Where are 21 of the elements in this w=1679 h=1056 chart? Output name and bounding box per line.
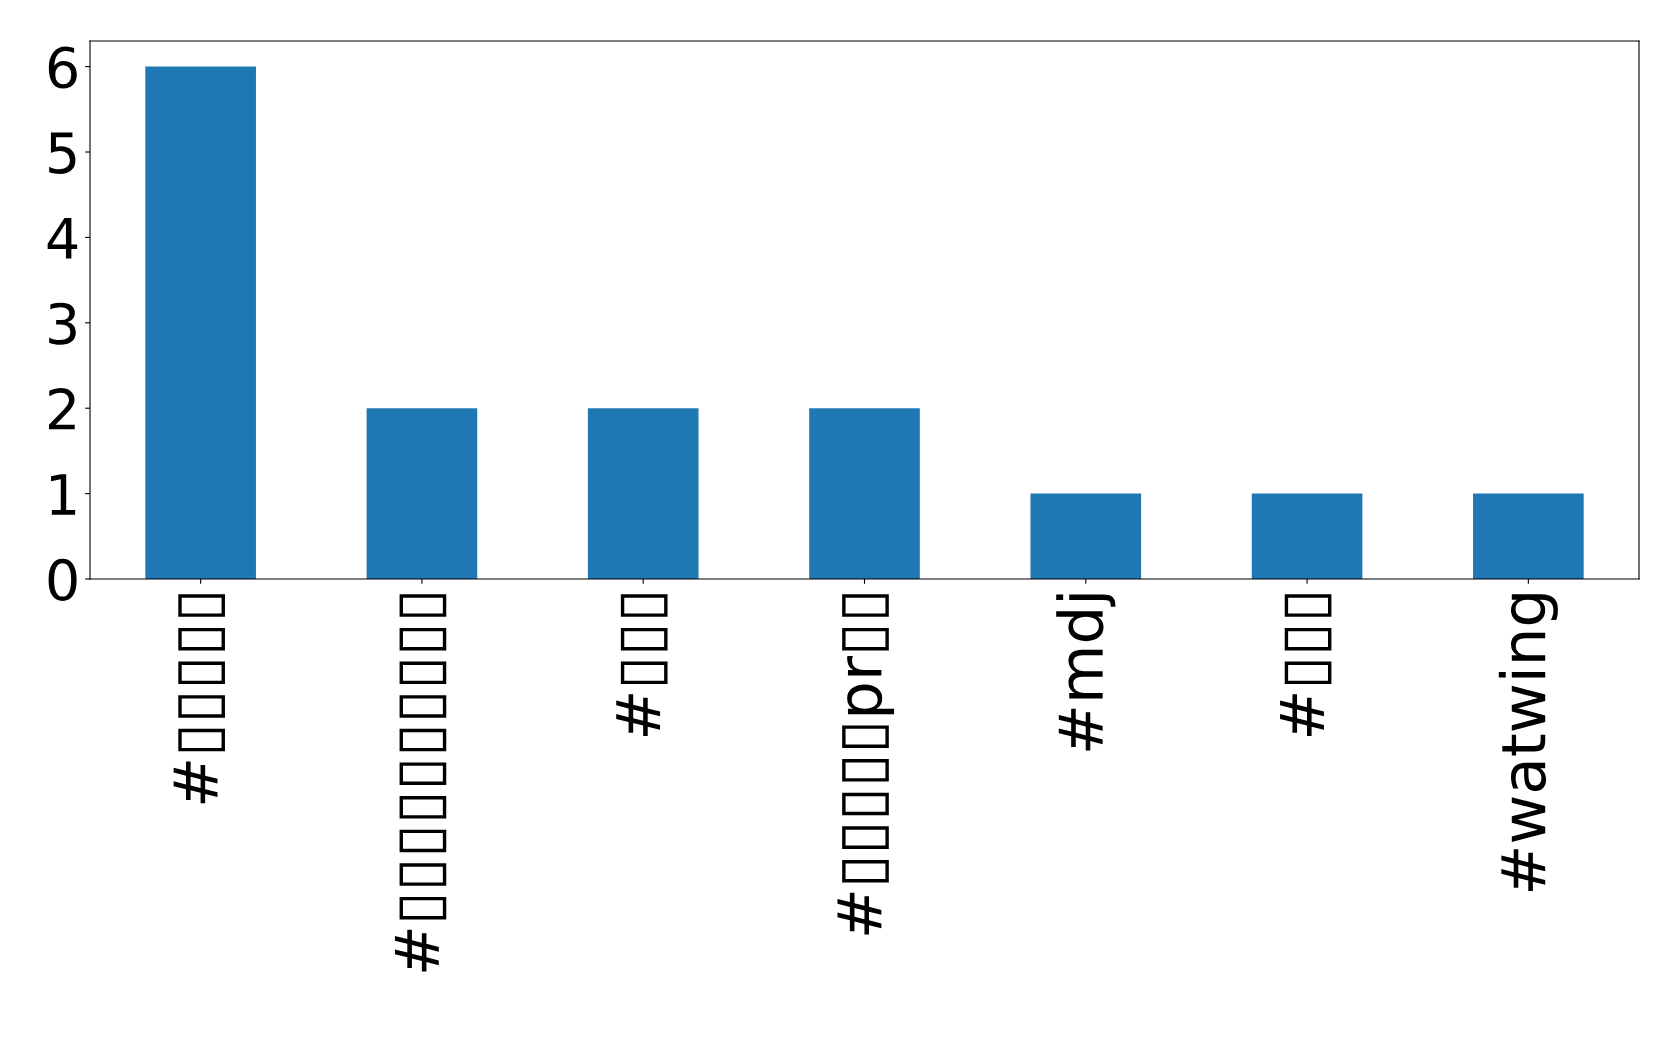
x-tick-label: #▯▯▯▯▯	[173, 594, 225, 804]
bar	[1251, 493, 1363, 579]
bar	[809, 408, 920, 579]
y-tick-label: 3	[49, 302, 76, 345]
y-tick-label: 5	[49, 132, 76, 174]
bar	[145, 66, 256, 579]
x-tick-label: #▯▯▯▯▯pr▯▯	[837, 594, 895, 935]
y-tick-label: 1	[51, 474, 76, 515]
bar	[587, 408, 699, 579]
bar	[366, 408, 478, 579]
bar	[1030, 493, 1142, 579]
bar	[1473, 493, 1584, 579]
y-tick-label: 6	[48, 46, 77, 89]
x-tick-label: #mdj	[1056, 594, 1116, 751]
x-tick-label: #watwing	[1498, 594, 1558, 892]
y-tick-label: 4	[47, 218, 78, 259]
y-tick-label: 0	[48, 558, 77, 601]
x-tick-label: #▯▯▯▯▯▯▯▯▯▯	[394, 594, 447, 972]
x-tick-label: #▯▯▯	[1280, 594, 1332, 737]
x-tick-label: #▯▯▯	[616, 594, 668, 737]
y-tick-label: 2	[49, 388, 75, 430]
